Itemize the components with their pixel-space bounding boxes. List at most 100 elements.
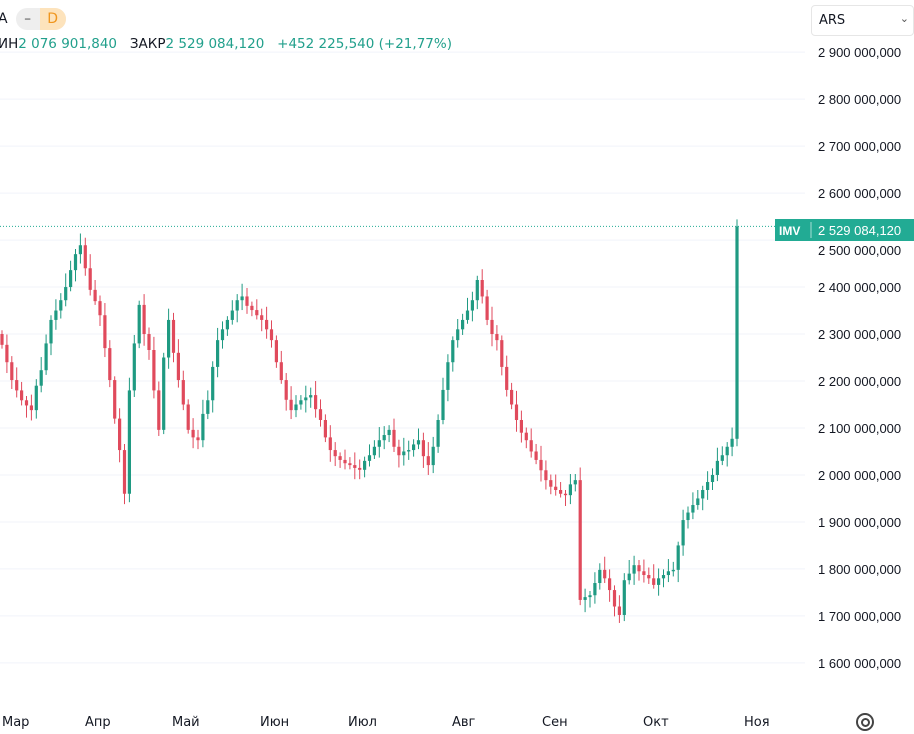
candle-body xyxy=(622,580,626,615)
candle-body xyxy=(333,450,337,457)
candle-body xyxy=(686,512,690,521)
candle-body xyxy=(279,362,283,381)
candle-body xyxy=(343,459,347,464)
minus-icon[interactable]: – xyxy=(24,11,32,27)
settings-icon[interactable] xyxy=(856,713,874,731)
grid-lines xyxy=(0,51,805,664)
candle-body xyxy=(211,366,215,401)
candle-body xyxy=(265,319,269,330)
candle-body xyxy=(29,405,33,411)
candle-body xyxy=(54,310,58,320)
candle-body xyxy=(186,404,190,430)
candle-body xyxy=(710,474,715,483)
close-label: ЗАКР xyxy=(129,36,166,52)
candle-body xyxy=(446,362,450,390)
candle-body xyxy=(318,409,323,420)
candle-body xyxy=(549,480,553,487)
candle-body xyxy=(225,319,229,330)
candle-body xyxy=(284,380,288,400)
x-tick-label: Ноя xyxy=(744,715,770,730)
candle-body xyxy=(715,460,719,475)
candle-body xyxy=(696,498,700,506)
low-value: 2 076 901,840 xyxy=(18,36,118,52)
candle-body xyxy=(269,329,274,341)
candle-body xyxy=(407,450,411,452)
candle-body xyxy=(122,450,127,494)
candle-body xyxy=(220,329,225,341)
candle-body xyxy=(191,429,195,438)
candle-body xyxy=(382,435,386,441)
candle-body xyxy=(632,565,636,574)
candle-body xyxy=(441,389,445,420)
candle-body xyxy=(78,245,82,255)
candle-body xyxy=(725,446,729,456)
candle-body xyxy=(720,455,724,461)
y-tick-label: 2 400 000,000 xyxy=(818,280,901,295)
change-value: +452 225,540 (+21,77%) xyxy=(277,36,452,52)
candle-body xyxy=(304,397,308,401)
candle-body xyxy=(612,590,617,607)
candle-body xyxy=(627,573,631,581)
candle-body xyxy=(671,569,675,572)
candle-body xyxy=(44,343,48,371)
candle-body xyxy=(108,348,112,381)
candle-body xyxy=(127,390,131,494)
y-tick-label: 2 900 000,000 xyxy=(818,45,901,60)
y-tick-label: 2 100 000,000 xyxy=(818,421,901,436)
candle-body xyxy=(578,480,582,600)
candle-body xyxy=(171,319,176,353)
x-tick-label: Июл xyxy=(348,715,377,730)
candle-body xyxy=(206,400,210,414)
candle-body xyxy=(485,296,489,320)
interval-pill[interactable]: – D xyxy=(15,8,66,30)
candle-body xyxy=(10,362,14,381)
candle-body xyxy=(289,399,293,411)
candle-body xyxy=(387,429,391,436)
symbol-name[interactable]: А xyxy=(0,11,8,27)
candle-body xyxy=(240,296,244,301)
candle-body xyxy=(294,404,298,411)
candle-body xyxy=(421,440,425,457)
candle-body xyxy=(559,490,563,494)
interval-badge[interactable]: D xyxy=(39,8,66,30)
candle-body xyxy=(142,304,146,335)
candle-body xyxy=(39,370,43,386)
candle-body xyxy=(490,319,494,335)
candle-body xyxy=(0,334,4,345)
candle-body xyxy=(20,390,24,401)
candle-body xyxy=(544,470,548,481)
candle-body xyxy=(132,343,136,391)
candle-body xyxy=(465,310,470,320)
candle-body xyxy=(436,420,440,447)
currency-select[interactable]: ARS ⌄ xyxy=(811,5,914,36)
candle-body xyxy=(137,304,141,344)
candle-body xyxy=(730,438,734,447)
candle-body xyxy=(402,451,406,456)
candle-body xyxy=(216,340,220,367)
candle-body xyxy=(314,395,318,410)
candle-body xyxy=(431,446,435,466)
candle-body xyxy=(69,270,73,288)
candle-body xyxy=(147,334,151,350)
candle-body xyxy=(514,404,519,420)
candle-body xyxy=(470,300,474,311)
candle-body xyxy=(588,595,592,598)
candle-body xyxy=(152,350,156,391)
candle-body xyxy=(372,446,376,456)
y-tick-label: 1 700 000,000 xyxy=(818,609,901,624)
candle-body xyxy=(681,520,685,546)
candle-body xyxy=(451,340,455,363)
candle-body xyxy=(353,465,357,468)
candle-body xyxy=(529,440,533,452)
candle-body xyxy=(98,301,102,316)
candle-body xyxy=(328,437,332,451)
candle-body xyxy=(397,446,401,456)
candle-body xyxy=(24,400,29,406)
candle-body xyxy=(676,545,680,570)
candle-body xyxy=(416,440,421,445)
candle-body xyxy=(701,490,705,499)
candle-body xyxy=(539,459,543,471)
candle-body xyxy=(495,334,499,341)
close-value: 2 529 084,120 xyxy=(165,36,265,52)
